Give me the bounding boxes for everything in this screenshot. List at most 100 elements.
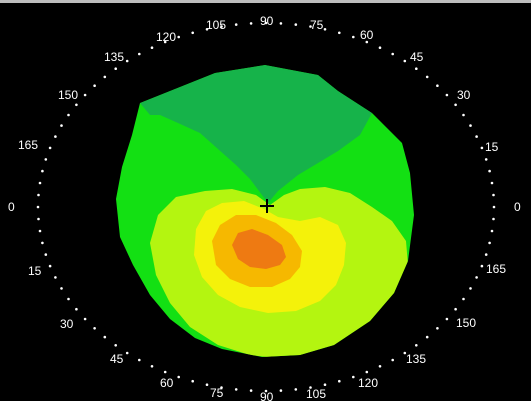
tick-dot	[220, 386, 223, 389]
label-left-0: 0	[8, 200, 15, 214]
tick-dot	[454, 103, 457, 107]
tick-dot	[150, 46, 154, 49]
zone-dark-orange	[232, 229, 286, 269]
tick-dot	[54, 135, 57, 138]
tick-dot	[338, 379, 341, 383]
tick-dot	[67, 113, 70, 117]
tick-dot	[163, 370, 167, 374]
tick-dot	[93, 84, 96, 87]
tick-dot	[83, 93, 87, 97]
label-upper-right-30: 30	[457, 88, 471, 102]
tick-dot	[37, 217, 40, 221]
tick-dot	[338, 31, 341, 35]
label-bottom-60: 60	[160, 376, 174, 390]
tick-dot	[425, 75, 429, 79]
tick-dot	[488, 169, 491, 173]
label-bottom-105: 105	[306, 387, 326, 401]
angle-labels: 120 105 90 75 60 45 30 15 0 165 150 135 …	[8, 14, 521, 401]
label-top-90: 90	[260, 14, 274, 28]
label-lower-right-135: 135	[406, 352, 426, 366]
tick-dot	[234, 23, 238, 26]
tick-dot	[103, 75, 107, 79]
tick-dot	[125, 59, 129, 63]
topography-map: 120 105 90 75 60 45 30 15 0 165 150 135 …	[8, 14, 521, 401]
tick-dot	[41, 241, 44, 245]
tick-dot	[138, 358, 141, 362]
label-top-105: 105	[206, 18, 226, 32]
tick-dot	[378, 365, 382, 368]
tick-dot	[365, 40, 369, 44]
tick-dot	[492, 205, 496, 209]
tick-dot	[436, 327, 439, 330]
tick-dot	[323, 383, 327, 387]
tick-dot	[352, 35, 355, 39]
label-lower-right-150: 150	[456, 316, 476, 330]
label-bottom-90: 90	[260, 390, 274, 401]
tick-dot	[488, 241, 491, 245]
tick-dot	[469, 124, 472, 127]
tick-dot	[36, 205, 40, 209]
tick-dot	[490, 181, 494, 185]
tick-dot	[279, 22, 283, 25]
tick-dot	[249, 389, 253, 392]
tick-dot	[480, 146, 484, 150]
tick-dot	[391, 52, 395, 56]
tick-dot	[205, 28, 209, 31]
tick-dot	[103, 335, 107, 339]
tick-dot	[484, 253, 488, 256]
label-upper-left-165: 165	[18, 138, 38, 152]
tick-dot	[391, 358, 395, 362]
tick-dot-ring	[36, 21, 496, 393]
tick-dot	[163, 40, 167, 44]
tick-dot	[54, 276, 57, 279]
tick-dot	[150, 365, 154, 368]
tick-dot	[75, 103, 78, 107]
label-right-0: 0	[514, 200, 521, 214]
zone-dark-green	[140, 65, 372, 203]
tick-dot	[490, 229, 494, 233]
tick-dot	[480, 264, 484, 268]
tick-dot	[114, 67, 117, 70]
tick-dot	[83, 317, 87, 321]
tick-dot	[425, 335, 429, 339]
tick-dot	[38, 181, 42, 185]
label-upper-left-150: 150	[58, 88, 78, 102]
tick-dot	[177, 375, 180, 379]
tick-dot	[445, 93, 449, 97]
tick-dot	[279, 389, 283, 392]
tick-dot	[220, 25, 223, 28]
tick-dot	[436, 84, 439, 87]
tick-dot	[475, 135, 478, 138]
tick-dot	[378, 46, 382, 49]
label-lower-left-45: 45	[110, 352, 124, 366]
label-upper-left-135: 135	[104, 50, 124, 64]
tick-dot	[38, 229, 42, 233]
tick-dot	[60, 124, 63, 127]
tick-dot	[365, 370, 369, 374]
tick-dot	[125, 351, 129, 355]
tick-dot	[234, 388, 238, 391]
tick-dot	[44, 158, 48, 161]
tick-dot	[462, 297, 465, 301]
label-bottom-75: 75	[210, 386, 224, 400]
tick-dot	[60, 287, 63, 290]
label-upper-right-45: 45	[410, 50, 424, 64]
tick-dot	[469, 287, 472, 290]
label-top-75: 75	[310, 18, 324, 32]
tick-dot	[75, 307, 78, 311]
tick-dot	[177, 35, 180, 39]
tick-dot	[462, 113, 465, 117]
tick-dot	[93, 327, 96, 330]
tick-dot	[475, 276, 478, 279]
tick-dot	[403, 59, 407, 63]
label-lower-right-165: 165	[486, 262, 506, 276]
tick-dot	[264, 389, 268, 393]
color-zones	[116, 65, 414, 357]
tick-dot	[191, 31, 194, 35]
tick-dot	[492, 193, 495, 197]
tick-dot	[492, 217, 495, 221]
label-upper-right-15: 15	[485, 140, 499, 154]
label-lower-left-30: 30	[60, 317, 74, 331]
tick-dot	[191, 379, 194, 383]
tick-dot	[37, 193, 40, 197]
